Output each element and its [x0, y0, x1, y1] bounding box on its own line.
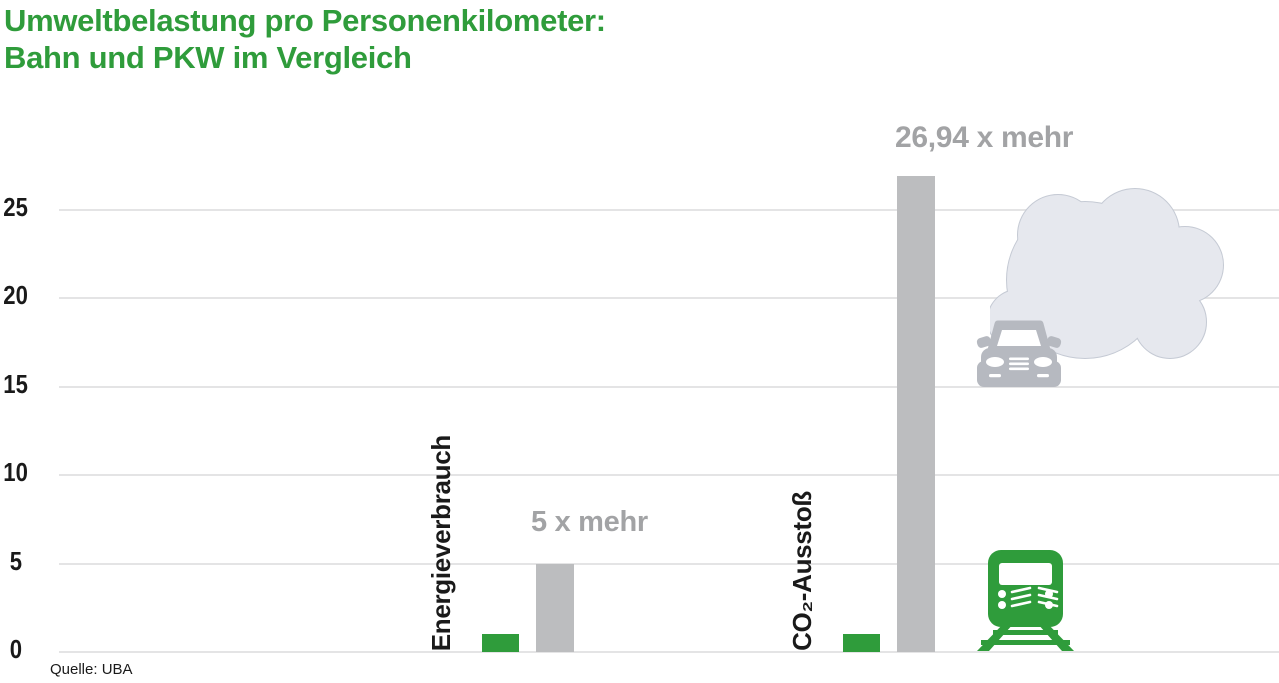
annotation-energy-multiplier: 5 x mehr [531, 506, 648, 538]
gridline-0 [59, 651, 1279, 653]
car-icon [976, 320, 1062, 387]
annotation-co2-multiplier: 26,94 x mehr [895, 121, 1074, 154]
y-tick-label-0: 0 [9, 634, 22, 664]
y-tick-label-20: 20 [3, 280, 28, 311]
y-tick-label-15: 15 [3, 368, 28, 399]
bar-bahn-energieverbrauch [482, 634, 519, 652]
chart-title-line1: Umweltbelastung pro Personenkilometer: [4, 3, 606, 38]
train-icon [977, 550, 1074, 651]
y-tick-label-25: 25 [3, 192, 28, 222]
gridline-5 [59, 562, 1279, 565]
gridline-10 [59, 474, 1279, 477]
bar-pkw-energieverbrauch [536, 564, 574, 652]
y-tick-label-10: 10 [3, 457, 28, 488]
bar-pkw-co-aussto [897, 176, 935, 652]
chart-title-line2: Bahn und PKW im Vergleich [4, 40, 412, 75]
smoke-cloud-icon [990, 188, 1224, 359]
gridline-25 [59, 209, 1279, 211]
source-caption: Quelle: UBA [50, 661, 133, 678]
bar-bahn-co-aussto [843, 634, 880, 652]
gridline-15 [59, 385, 1279, 388]
gridline-20 [59, 297, 1279, 300]
chart-title: Umweltbelastung pro Personenkilometer: Ba… [4, 2, 606, 76]
y-tick-label-5: 5 [9, 545, 22, 576]
category-label-energieverbrauch: Energieverbrauch [426, 434, 456, 651]
category-label-co2-ausstoss: CO₂-Ausstoß [787, 491, 817, 651]
